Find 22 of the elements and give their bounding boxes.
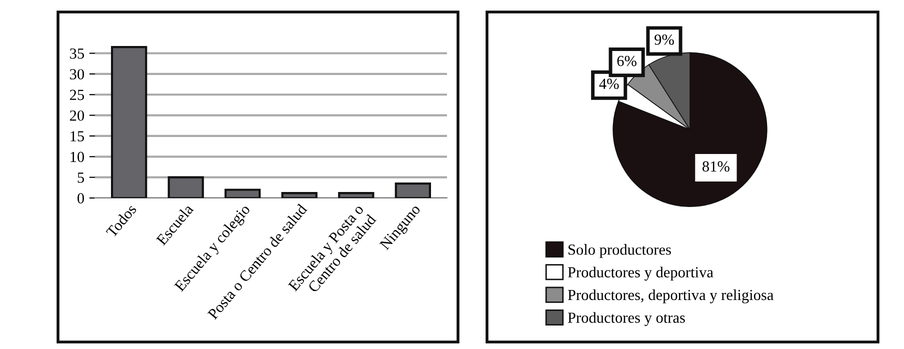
y-tick-label: 35 — [70, 48, 84, 59]
y-tick-label: 20 — [70, 110, 84, 121]
legend-label: Productores y deportiva — [568, 266, 714, 281]
legend-label: Productores, deportiva y religiosa — [568, 289, 774, 304]
data-label: 6% — [617, 56, 636, 66]
data-label: 81% — [702, 161, 730, 172]
data-label: 9% — [654, 34, 674, 45]
bar — [168, 176, 204, 198]
legend-label: Productores y otras — [568, 312, 685, 326]
y-tick-label: 0 — [78, 193, 84, 204]
y-tick-label: 5 — [78, 172, 84, 183]
bar — [224, 188, 261, 198]
data-label: 4% — [599, 78, 619, 90]
bar — [338, 192, 374, 198]
y-tick-label: 25 — [70, 90, 84, 100]
legend-label: Solo productores — [568, 244, 671, 258]
y-tick-label: 10 — [70, 152, 84, 162]
y-tick-label: 30 — [70, 69, 84, 80]
bar — [281, 192, 318, 198]
bar — [394, 182, 432, 198]
y-tick-label: 15 — [70, 131, 84, 142]
bar — [110, 46, 148, 198]
